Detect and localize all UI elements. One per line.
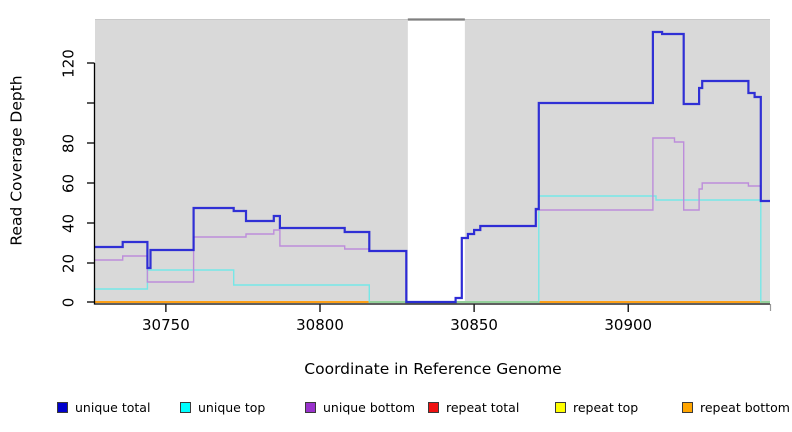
- legend-label: unique bottom: [323, 400, 416, 415]
- legend-item-repeat-top: repeat top: [555, 400, 638, 415]
- legend-item-repeat-total: repeat total: [428, 400, 519, 415]
- legend-item-unique-bottom: unique bottom: [305, 400, 415, 415]
- legend-swatch-icon: [555, 402, 566, 413]
- y-tick-label-60: 60: [59, 173, 78, 193]
- x-tick-label-30800: 30800: [296, 316, 344, 334]
- plot-panel-right: [464, 20, 770, 303]
- legend-swatch-icon: [428, 402, 439, 413]
- x-tick-label-30750: 30750: [142, 316, 190, 334]
- x-tick-label-30900: 30900: [604, 316, 653, 334]
- y-axis-title: Read Coverage Depth: [7, 75, 26, 246]
- x-tick-label-30850: 30850: [450, 316, 498, 334]
- y-tick-label-80: 80: [59, 133, 78, 153]
- legend-label: repeat total: [446, 400, 520, 415]
- legend-swatch-icon: [682, 402, 693, 413]
- legend-item-unique-top: unique top: [180, 400, 265, 415]
- plot-panel-left: [95, 20, 408, 303]
- legend-label: unique top: [198, 400, 266, 415]
- plot-area: [87, 18, 772, 312]
- x-axis-title: Coordinate in Reference Genome: [304, 360, 562, 378]
- legend-swatch-icon: [305, 402, 316, 413]
- legend-item-repeat-bottom: repeat bottom: [682, 400, 790, 415]
- legend-swatch-icon: [180, 402, 191, 413]
- series-line-unique-total: [95, 30, 770, 304]
- y-tick-label-20: 20: [59, 253, 78, 273]
- legend-item-unique-total: unique total: [57, 400, 150, 415]
- legend-swatch-icon: [57, 402, 68, 413]
- legend-label: repeat bottom: [700, 400, 790, 415]
- y-tick-label-0: 0: [59, 297, 78, 307]
- y-tick-label-120: 120: [59, 48, 78, 78]
- legend-label: repeat top: [573, 400, 639, 415]
- y-tick-label-40: 40: [59, 213, 78, 233]
- legend-label: unique total: [75, 400, 151, 415]
